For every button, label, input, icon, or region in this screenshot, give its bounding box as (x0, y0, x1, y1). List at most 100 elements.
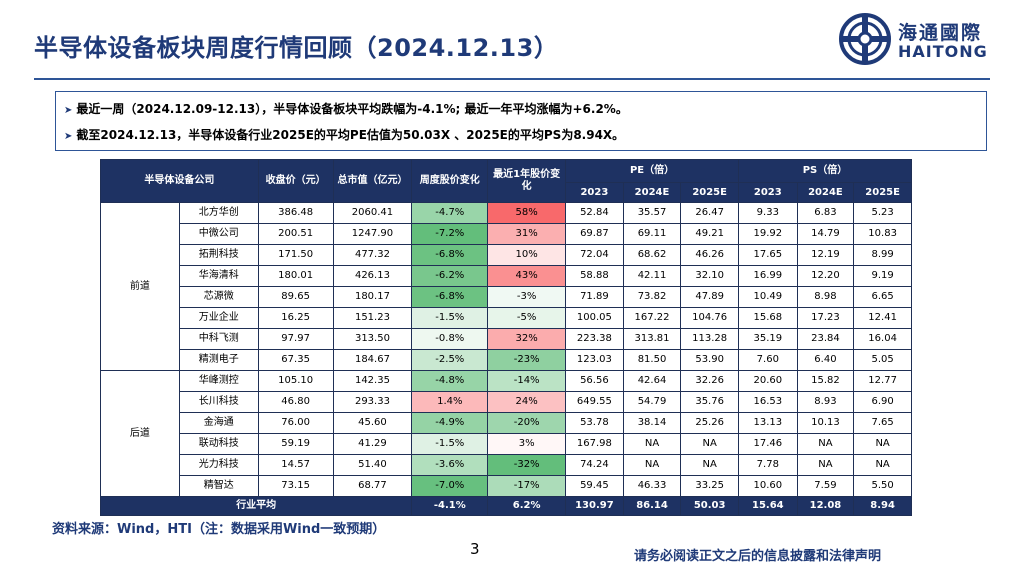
pe-cell: 100.05 (565, 307, 624, 329)
header-divider (34, 78, 990, 80)
close-price-cell: 105.10 (257, 370, 334, 392)
company-name: 精测电子 (178, 349, 259, 371)
week-change-cell: -4.9% (411, 412, 489, 434)
pe-cell: NA (680, 454, 739, 476)
year-change-cell: 43% (487, 265, 567, 287)
average-ps-cell: 8.94 (853, 496, 912, 516)
logo-english-text: HAITONG (898, 42, 988, 61)
close-price-cell: 59.19 (257, 433, 334, 455)
table-row: 芯源微 89.65 180.17 -6.8% -3% 71.89 73.82 47.89 10.… (101, 286, 912, 308)
pe-cell: 68.62 (622, 244, 682, 266)
pe-cell: 47.89 (680, 286, 739, 308)
market-cap-cell: 68.77 (332, 475, 413, 497)
company-name: 联动科技 (178, 433, 259, 455)
pe-cell: NA (622, 433, 682, 455)
ps-cell: NA (853, 433, 912, 455)
close-price-cell: 73.15 (257, 475, 334, 497)
header-year-change: 最近1年股价变化 (487, 159, 567, 203)
year-change-cell: -5% (487, 307, 567, 329)
pe-cell: 38.14 (622, 412, 682, 434)
year-change-cell: -14% (487, 370, 567, 392)
summary-line: ➤ 截至2024.12.13，半导体设备行业2025E的平均PE估值为50.03X… (64, 123, 978, 149)
ps-cell: NA (796, 454, 855, 476)
table-row: 精测电子 67.35 184.67 -2.5% -23% 123.03 81.50 53.90… (101, 349, 912, 371)
header-pe-year: 2024E (622, 182, 682, 203)
pe-cell: 58.88 (565, 265, 624, 287)
table-row: 精智达 73.15 68.77 -7.0% -17% 59.45 46.33 33.25 10.… (101, 475, 912, 497)
header-ps-year: 2024E (796, 182, 855, 203)
week-change-cell: -7.2% (411, 223, 489, 245)
average-pe-cell: 130.97 (565, 496, 624, 516)
average-ps-cell: 15.64 (737, 496, 798, 516)
close-price-cell: 97.97 (257, 328, 334, 350)
week-change-cell: -1.5% (411, 433, 489, 455)
pe-cell: 313.81 (622, 328, 682, 350)
table-row: 金海通 76.00 45.60 -4.9% -20% 53.78 38.14 25.26 13.… (101, 412, 912, 434)
week-change-cell: -6.8% (411, 286, 489, 308)
pe-cell: 223.38 (565, 328, 624, 350)
group-label: 后道 (100, 370, 180, 497)
ps-cell: 12.77 (853, 370, 912, 392)
year-change-cell: -3% (487, 286, 567, 308)
table-row: 光力科技 14.57 51.40 -3.6% -32% 74.24 NA NA 7.78 NA NA (101, 454, 912, 476)
ps-cell: 7.78 (737, 454, 798, 476)
pe-cell: 33.25 (680, 475, 739, 497)
company-name: 华海清科 (178, 265, 259, 287)
close-price-cell: 67.35 (257, 349, 334, 371)
haitong-logo: 海通國際 HAITONG (838, 12, 998, 65)
pe-cell: 167.98 (565, 433, 624, 455)
year-change-cell: 24% (487, 391, 567, 413)
close-price-cell: 200.51 (257, 223, 334, 245)
year-change-cell: -17% (487, 475, 567, 497)
market-cap-cell: 293.33 (332, 391, 413, 413)
close-price-cell: 16.25 (257, 307, 334, 329)
ps-cell: 12.41 (853, 307, 912, 329)
market-cap-cell: 2060.41 (332, 202, 413, 224)
average-pe-cell: 50.03 (680, 496, 739, 516)
company-name: 金海通 (178, 412, 259, 434)
ps-cell: 12.20 (796, 265, 855, 287)
close-price-cell: 76.00 (257, 412, 334, 434)
year-change-cell: 10% (487, 244, 567, 266)
ps-cell: 6.90 (853, 391, 912, 413)
ps-cell: 6.83 (796, 202, 855, 224)
pe-cell: 42.64 (622, 370, 682, 392)
market-cap-cell: 313.50 (332, 328, 413, 350)
average-week-change: -4.1% (411, 496, 489, 516)
ps-cell: 7.60 (737, 349, 798, 371)
close-price-cell: 386.48 (257, 202, 334, 224)
week-change-cell: -4.7% (411, 202, 489, 224)
pe-cell: 54.79 (622, 391, 682, 413)
summary-text: 截至2024.12.13，半导体设备行业2025E的平均PE估值为50.03X … (76, 128, 625, 142)
pe-cell: 25.26 (680, 412, 739, 434)
ps-cell: 6.65 (853, 286, 912, 308)
company-name: 北方华创 (178, 202, 259, 224)
header-pe-year: 2025E (680, 182, 739, 203)
year-change-cell: -23% (487, 349, 567, 371)
group-label: 前道 (100, 202, 180, 371)
pe-cell: 104.76 (680, 307, 739, 329)
average-pe-cell: 86.14 (622, 496, 682, 516)
table-row: 前道 北方华创 386.48 2060.41 -4.7% 58% 52.84 35.57 26.… (100, 202, 912, 371)
ps-cell: 10.60 (737, 475, 798, 497)
ps-cell: 9.33 (737, 202, 798, 224)
ps-cell: 8.93 (796, 391, 855, 413)
pe-cell: 81.50 (622, 349, 682, 371)
market-cap-cell: 51.40 (332, 454, 413, 476)
header-pe: PE（倍） (565, 159, 739, 183)
header-ps-year: 2025E (853, 182, 912, 203)
ps-cell: 17.65 (737, 244, 798, 266)
week-change-cell: -4.8% (411, 370, 489, 392)
company-name: 精智达 (178, 475, 259, 497)
pe-cell: 72.04 (565, 244, 624, 266)
average-year-change: 6.2% (487, 496, 567, 516)
company-name: 中微公司 (178, 223, 259, 245)
pe-cell: 123.03 (565, 349, 624, 371)
average-row: 行业平均 -4.1% 6.2% 130.97 86.14 50.03 15.64 12.08 8… (99, 496, 912, 516)
header-pe-year: 2023 (565, 182, 624, 203)
header-week-change: 周度股价变化 (411, 159, 489, 203)
company-name: 中科飞测 (178, 328, 259, 350)
market-cap-cell: 184.67 (332, 349, 413, 371)
market-cap-cell: 151.23 (332, 307, 413, 329)
pe-cell: 56.56 (565, 370, 624, 392)
